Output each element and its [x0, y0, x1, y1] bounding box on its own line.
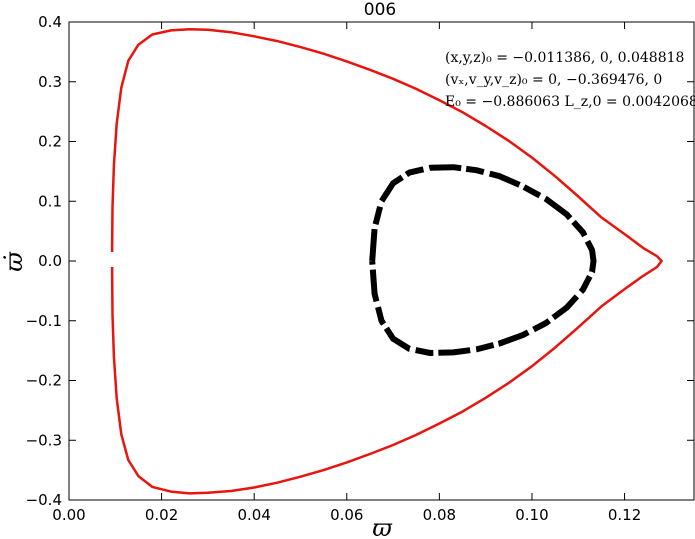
y-tick-label: −0.3 [26, 431, 62, 449]
annotation-line-1: (x,y,z)₀ = −0.011386, 0, 0.048818 [445, 50, 684, 66]
y-tick-label: 0.2 [38, 133, 62, 151]
outer-orbit-series [110, 27, 663, 495]
x-tick-label: 0.12 [608, 506, 641, 524]
x-tick-label: 0.08 [423, 506, 456, 524]
x-tick-label: 0.02 [145, 506, 178, 524]
x-tick-label: 0.06 [330, 506, 363, 524]
y-tick-label: −0.4 [26, 491, 62, 509]
y-tick-label: −0.2 [26, 372, 62, 390]
y-tick-label: 0.0 [38, 252, 62, 270]
annotation-block: (x,y,z)₀ = −0.011386, 0, 0.048818 (vₓ,v_… [445, 50, 695, 110]
series-layer [110, 27, 663, 495]
chart-title: 006 [364, 0, 396, 20]
y-tick-label: 0.4 [38, 13, 62, 31]
plot-area [68, 21, 695, 501]
inner-orbit-series [369, 164, 597, 356]
y-tick-label: 0.3 [38, 73, 62, 91]
annotation-line-2: (vₓ,v_y,v_z)₀ = 0, −0.369476, 0 [445, 72, 662, 88]
x-tick-label: 0.04 [237, 506, 270, 524]
axis-ticks: 0.00 0.02 0.04 0.06 0.08 0.10 0.12 0.4 0.3 0.2 0.1… [26, 13, 694, 524]
x-tick-label: 0.10 [515, 506, 548, 524]
x-tick-label: 0.00 [52, 506, 85, 524]
x-axis-label: ϖ [372, 514, 393, 539]
y-tick-label: −0.1 [26, 312, 62, 330]
y-tick-label: 0.1 [38, 192, 62, 210]
y-axis-label: ϖ̇ [0, 251, 28, 272]
annotation-line-3: E₀ = −0.886063 L_z,0 = 0.00420685 [445, 94, 695, 110]
